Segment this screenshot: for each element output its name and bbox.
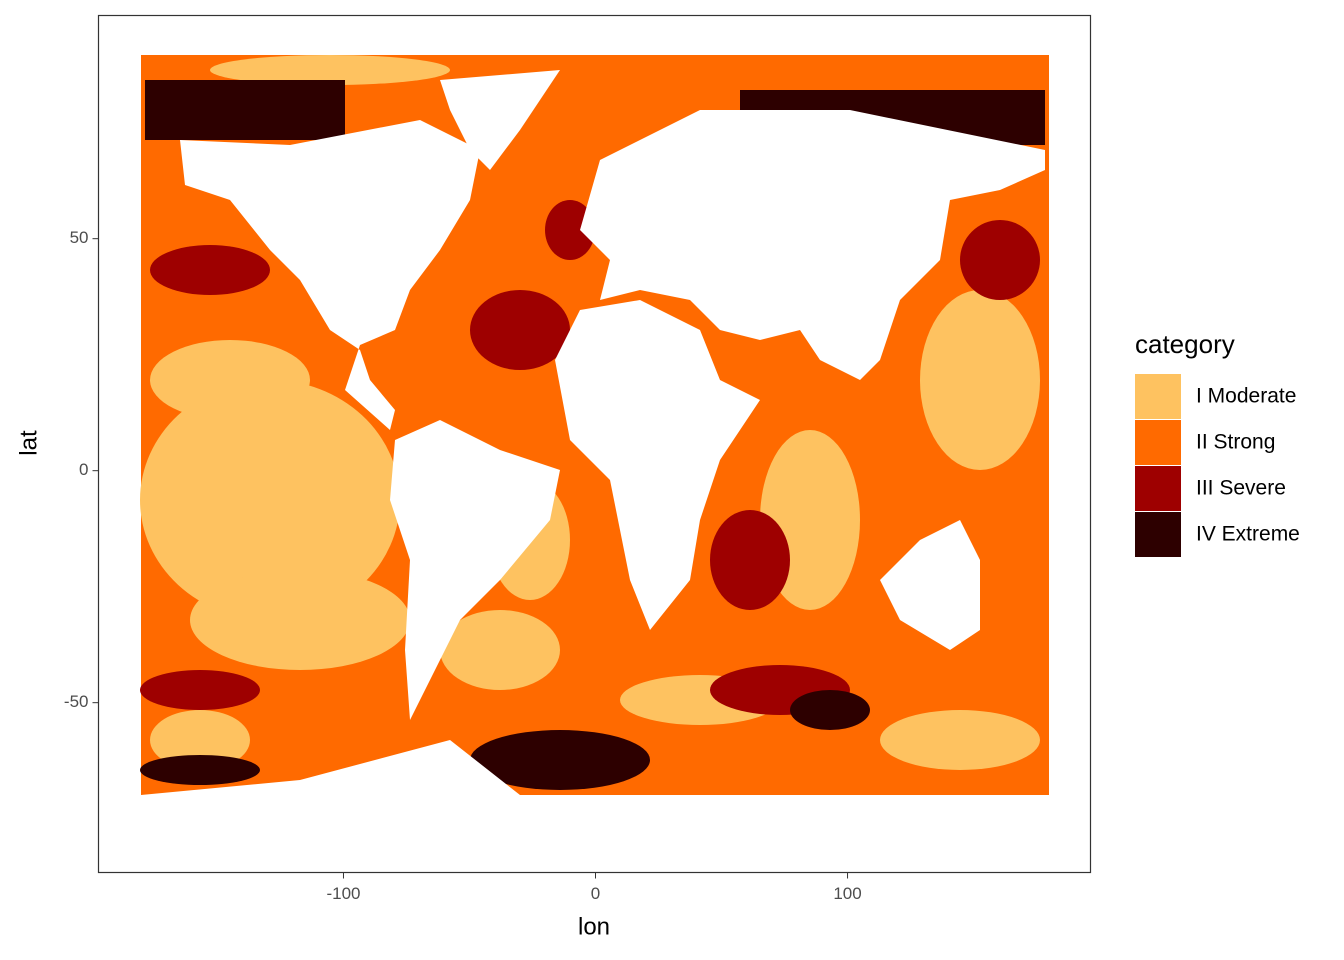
- patch: [145, 80, 345, 140]
- legend-label: I Moderate: [1196, 385, 1296, 408]
- patch: [180, 120, 480, 430]
- patch: [580, 110, 1045, 380]
- y-tick-label: 50: [70, 228, 89, 247]
- patch: [545, 200, 595, 260]
- severe-patches: [140, 200, 1040, 715]
- x-tick-label: 100: [833, 884, 861, 903]
- patch: [440, 610, 560, 690]
- legend-key: [1135, 420, 1181, 465]
- patch: [190, 570, 410, 670]
- legend-label: III Severe: [1196, 477, 1286, 500]
- panel-border: [97, 14, 1092, 874]
- patch: [150, 245, 270, 295]
- legend-key: [1135, 512, 1181, 557]
- patch: [140, 380, 400, 620]
- patch: [710, 510, 790, 610]
- x-tick-label: 0: [591, 884, 600, 903]
- legend-key: [1135, 374, 1181, 419]
- patch: [150, 710, 250, 770]
- patch: [470, 290, 570, 370]
- patch: [555, 300, 760, 630]
- patch: [210, 55, 450, 85]
- patch: [880, 710, 1040, 770]
- patch: [390, 420, 560, 720]
- patch: [150, 340, 310, 420]
- legend-title: category: [1135, 329, 1235, 359]
- patch: [140, 670, 260, 710]
- patch: [141, 740, 1049, 830]
- patch: [790, 690, 870, 730]
- patch: [920, 290, 1040, 470]
- x-tick-label: -100: [326, 884, 360, 903]
- patch: [440, 70, 560, 170]
- y-axis-label: lat: [15, 430, 42, 456]
- patch: [470, 730, 650, 790]
- patch: [140, 755, 260, 785]
- legend-key: [1135, 466, 1181, 511]
- y-tick-label: 0: [79, 460, 88, 479]
- x-axis-label: lon: [578, 913, 610, 940]
- legend-label: IV Extreme: [1196, 523, 1300, 546]
- y-tick-label: -50: [64, 692, 89, 711]
- patch: [960, 220, 1040, 300]
- raster-map: [140, 55, 1049, 830]
- legend-label: II Strong: [1196, 431, 1275, 454]
- moderate-patches: [140, 55, 1040, 770]
- land: [141, 70, 1049, 830]
- patch: [880, 520, 980, 650]
